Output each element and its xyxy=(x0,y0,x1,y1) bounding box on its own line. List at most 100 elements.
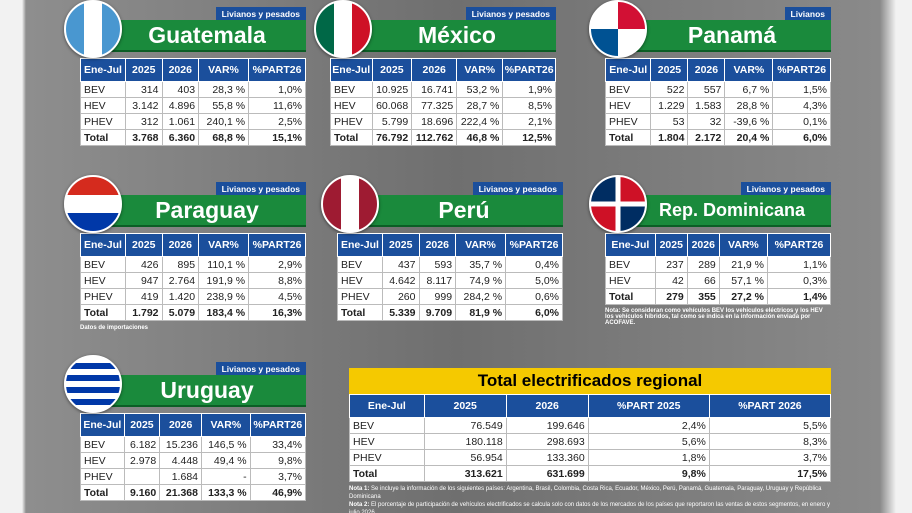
table-cell: 4.642 xyxy=(381,272,420,289)
table-cell: 15.236 xyxy=(159,436,202,453)
table-cell: 21.368 xyxy=(159,484,202,501)
table-cell: 3,7% xyxy=(708,449,832,466)
table-cell: 8,5% xyxy=(502,97,556,114)
header-cell: %PART26 xyxy=(249,413,307,437)
table-cell: Total xyxy=(604,129,652,146)
table-cell: 183,4 % xyxy=(198,304,250,321)
table-cell: 9,8% xyxy=(587,465,710,482)
table-cell: BEV xyxy=(604,81,652,98)
header-cell: VAR% xyxy=(718,233,769,257)
country-table: Ene-Jul 2025 2026 VAR% %PART26 BEV 522 557 6,7 %… xyxy=(604,58,831,146)
table-cell: HEV xyxy=(349,433,425,450)
table-cell: 42 xyxy=(654,272,688,289)
table-cell: 1,4% xyxy=(767,288,831,305)
regional-title: Total electrificados regional xyxy=(349,368,831,394)
table-row: Total 1.792 5.079 183,4 % 16,3% xyxy=(80,304,306,321)
header-cell: 2026 xyxy=(505,394,589,418)
segment-tag: Livianos y pesados xyxy=(465,7,556,21)
header-cell: Ene-Jul xyxy=(330,58,373,82)
table-row: Total 9.160 21.368 133,3 % 46,9% xyxy=(80,484,307,501)
table-cell: 11,6% xyxy=(248,97,306,114)
table-row: Total 76.792 112.762 46,8 % 12,5% xyxy=(330,129,556,146)
table-cell: BEV xyxy=(605,256,656,273)
table-row: BEV 437 593 35,7 % 0,4% xyxy=(337,256,563,273)
table-cell: 1,1% xyxy=(767,256,831,273)
table-row: Total 1.804 2.172 20,4 % 6,0% xyxy=(604,129,831,146)
table-cell: 28,8 % xyxy=(724,97,774,114)
table-cell: Total xyxy=(80,484,125,501)
table-cell: 53,2 % xyxy=(456,81,504,98)
header-cell: 2025 xyxy=(381,233,420,257)
table-row: PHEV 260 999 284,2 % 0,6% xyxy=(337,288,563,305)
header-cell: 2026 xyxy=(687,58,726,82)
table-cell: - xyxy=(201,468,251,485)
table-cell: 33,4% xyxy=(249,436,307,453)
table-row: PHEV 312 1.061 240,1 % 2,5% xyxy=(80,113,306,130)
table-row: Total 3.768 6.360 68,8 % 15,1% xyxy=(80,129,306,146)
header-row: Ene-Jul 2025 2026 VAR% %PART26 xyxy=(80,413,307,437)
header-cell: VAR% xyxy=(198,58,250,82)
country-table: Ene-Jul 2025 2026 VAR% %PART26 BEV 10.925 16.74… xyxy=(330,58,556,146)
table-cell: 1,9% xyxy=(502,81,556,98)
flag xyxy=(589,175,647,233)
country-table: Ene-Jul 2025 2026 VAR% %PART26 BEV 6.182 15.236… xyxy=(80,413,307,501)
table-cell: 3.768 xyxy=(124,129,163,146)
table-cell: BEV xyxy=(337,256,383,273)
table-cell: 631.699 xyxy=(505,465,589,482)
table-cell: 57,1 % xyxy=(718,272,769,289)
table-cell: HEV xyxy=(337,272,383,289)
header-cell: Ene-Jul xyxy=(337,233,383,257)
table-row: HEV 2.978 4.448 49,4 % 9,8% xyxy=(80,452,307,469)
table-cell: 76.549 xyxy=(423,417,507,434)
table-cell: 1,5% xyxy=(772,81,831,98)
note-text: Se incluye la información de los siguien… xyxy=(349,486,822,500)
table-row: HEV 180.118 298.693 5,6% 8,3% xyxy=(349,433,832,450)
table-cell: 28,7 % xyxy=(456,97,504,114)
header-cell: Ene-Jul xyxy=(349,394,425,418)
table-cell: HEV xyxy=(80,272,126,289)
table-row: Total 5.339 9.709 81,9 % 6,0% xyxy=(337,304,563,321)
country-name: México xyxy=(358,20,556,52)
note-text: El porcentaje de participación de vehícu… xyxy=(349,502,830,513)
segment-tag: Livianos y pesados xyxy=(215,7,306,21)
table-cell: 403 xyxy=(161,81,200,98)
table-cell: 8,8% xyxy=(248,272,306,289)
table-cell: 2.978 xyxy=(123,452,161,469)
table-row: PHEV 56.954 133.360 1,8% 3,7% xyxy=(349,449,832,466)
header-cell: %PART 2026 xyxy=(708,394,832,418)
table-cell: PHEV xyxy=(330,113,373,130)
table-row: BEV 426 895 110,1 % 2,9% xyxy=(80,256,306,273)
table-row: HEV 60.068 77.325 28,7 % 8,5% xyxy=(330,97,556,114)
header-cell: %PART26 xyxy=(767,233,831,257)
table-cell: 0,4% xyxy=(505,256,563,273)
segment-tag: Livianos y pesados xyxy=(472,182,563,196)
table-cell: 1.684 xyxy=(159,468,202,485)
table-cell: 12,5% xyxy=(502,129,556,146)
table-cell: 5.079 xyxy=(161,304,200,321)
table-cell: 289 xyxy=(686,256,720,273)
table-cell: 8,3% xyxy=(708,433,832,450)
header-row: Ene-Jul 2025 2026 VAR% %PART26 xyxy=(80,233,306,257)
table-cell: 895 xyxy=(161,256,200,273)
header-cell: VAR% xyxy=(456,58,504,82)
header-cell: 2025 xyxy=(124,58,163,82)
header-cell: VAR% xyxy=(724,58,774,82)
header-cell: 2025 xyxy=(371,58,413,82)
table-cell: 557 xyxy=(687,81,726,98)
table-cell: 1,8% xyxy=(587,449,710,466)
table-cell: BEV xyxy=(349,417,425,434)
country-name: Guatemala xyxy=(108,20,306,52)
table-cell: 355 xyxy=(686,288,720,305)
table-cell: 133,3 % xyxy=(201,484,251,501)
table-cell: 28,3 % xyxy=(198,81,250,98)
table-cell: 180.118 xyxy=(423,433,507,450)
table-cell: 146,5 % xyxy=(201,436,251,453)
country-name: Perú xyxy=(365,195,563,227)
table-cell: 0,3% xyxy=(767,272,831,289)
header-cell: 2026 xyxy=(161,58,200,82)
table-cell: PHEV xyxy=(80,113,126,130)
flag xyxy=(314,0,372,58)
table-row: HEV 42 66 57,1 % 0,3% xyxy=(605,272,831,289)
note-label: Nota 1: xyxy=(349,486,370,492)
table-cell: PHEV xyxy=(80,288,126,305)
